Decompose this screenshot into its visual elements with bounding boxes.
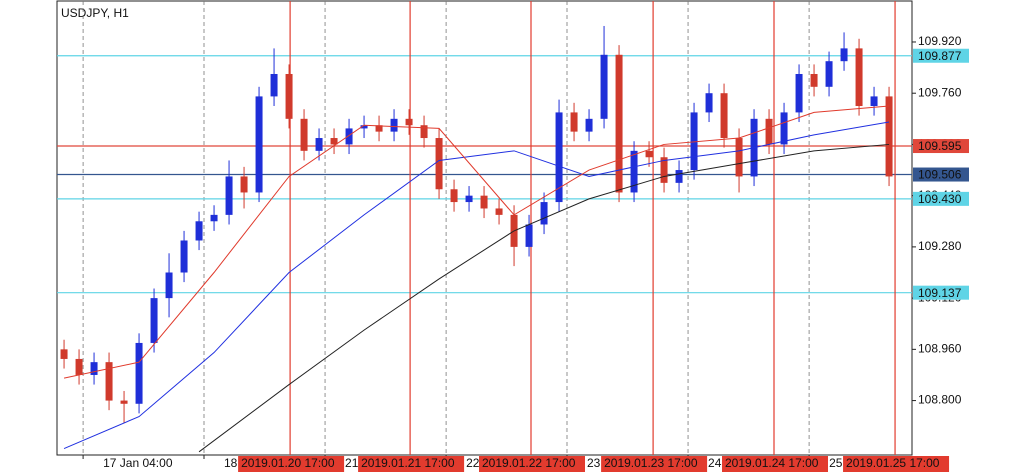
candle-body: [435, 138, 443, 190]
candle-body: [645, 150, 653, 158]
y-tick-label: 109.760: [918, 85, 962, 99]
candle-body: [405, 118, 413, 126]
candle-body: [795, 73, 803, 113]
candle-body: [480, 195, 488, 209]
chart-title: USDJPY, H1: [61, 6, 129, 20]
time-label: 2019.01.22 17:00: [482, 456, 576, 470]
price-label-box: [913, 48, 969, 63]
candle-body: [585, 118, 593, 132]
x-tick-label: 24: [708, 456, 722, 470]
candle-body: [270, 73, 278, 97]
time-label: 2019.01.25 17:00: [846, 456, 940, 470]
candle-body: [735, 138, 743, 177]
candle-body: [675, 170, 683, 183]
candle-body: [825, 61, 833, 87]
y-tick-label: 109.920: [918, 34, 962, 48]
price-label-box: [913, 285, 969, 300]
x-tick-label: 17 Jan 04:00: [103, 456, 173, 470]
moving-average: [63, 105, 890, 379]
candle-body: [840, 48, 848, 62]
candle-body: [60, 349, 68, 359]
price-label: 109.430: [918, 192, 962, 206]
candle-body: [450, 189, 458, 203]
time-label: 2019.01.23 17:00: [604, 456, 698, 470]
candle-body: [570, 112, 578, 132]
y-tick-label: 109.280: [918, 239, 962, 253]
candle-body: [285, 73, 293, 119]
price-label-box: [913, 167, 969, 182]
x-tick-label: 21: [345, 456, 359, 470]
moving-average: [198, 143, 890, 453]
candle-body: [885, 96, 893, 177]
candle-body: [600, 54, 608, 119]
candle-body: [165, 272, 173, 299]
plot-frame: [56, 0, 913, 456]
candle-body: [135, 342, 143, 404]
candle-body: [615, 54, 623, 193]
candle-body: [810, 73, 818, 87]
time-label: 2019.01.20 17:00: [241, 456, 335, 470]
candle-body: [90, 362, 98, 375]
time-label: 2019.01.21 17:00: [361, 456, 455, 470]
price-label: 109.137: [918, 286, 962, 300]
candle-body: [300, 118, 308, 151]
time-label-box: [479, 456, 585, 472]
candle-body: [105, 362, 113, 401]
time-label-box: [601, 456, 708, 472]
candle-body: [240, 176, 248, 193]
candle-body: [555, 112, 563, 203]
candle-body: [315, 138, 323, 151]
candle-body: [660, 157, 668, 183]
candle-body: [225, 176, 233, 215]
moving-average: [63, 121, 890, 450]
x-tick-label: 23: [587, 456, 601, 470]
price-label: 109.595: [918, 139, 962, 153]
candle-body: [690, 112, 698, 171]
price-label: 109.506: [918, 168, 962, 182]
candle-body: [495, 208, 503, 215]
x-tick-label: 25: [829, 456, 843, 470]
price-label-box: [913, 191, 969, 206]
candle-body: [150, 298, 158, 343]
x-tick-label: 22: [466, 456, 480, 470]
candle-body: [330, 138, 338, 145]
candle-body: [375, 125, 383, 132]
candle-body: [855, 48, 863, 107]
candle-body: [210, 214, 218, 222]
time-label-box: [722, 456, 828, 472]
candle-body: [255, 96, 263, 193]
y-tick-label: 108.800: [918, 393, 962, 407]
candle-body: [870, 96, 878, 107]
candle-body: [120, 400, 128, 404]
candle-body: [390, 118, 398, 132]
candle-body: [630, 150, 638, 193]
candle-body: [420, 125, 428, 139]
candle-body: [540, 202, 548, 225]
candle-body: [75, 358, 83, 375]
y-tick-label: 108.960: [918, 342, 962, 356]
candle-body: [465, 195, 473, 203]
candle-body: [765, 118, 773, 145]
x-tick-label: 18: [224, 456, 238, 470]
candle-body: [705, 93, 713, 113]
time-label: 2019.01.24 17:00: [725, 456, 819, 470]
candle-body: [360, 125, 368, 129]
time-label-box: [358, 456, 465, 472]
candle-body: [345, 128, 353, 145]
candle-body: [195, 221, 203, 241]
candle-body: [180, 240, 188, 273]
candle-body: [720, 93, 728, 139]
price-label-box: [913, 139, 969, 154]
time-label-box: [843, 456, 950, 472]
candle-body: [780, 112, 788, 145]
candle-body: [525, 224, 533, 247]
price-label: 109.877: [918, 49, 962, 63]
time-label-box: [238, 456, 345, 472]
